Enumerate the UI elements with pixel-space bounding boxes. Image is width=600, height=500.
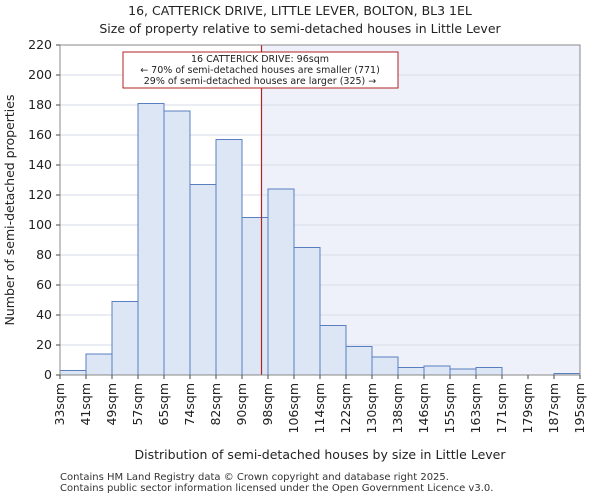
footer-line2: Contains public sector information licen… [60,483,494,494]
histogram-bar [163,110,191,376]
x-tick-label: 171sqm [494,383,509,433]
y-tick-label: 60 [36,277,52,292]
histogram-bar [345,346,373,376]
x-tick-label: 90sqm [234,383,249,426]
histogram-bar [319,325,347,376]
y-tick-label: 40 [36,307,52,322]
x-tick-label: 146sqm [416,383,431,433]
annotation-box [122,51,399,89]
x-tick-label: 57sqm [130,383,145,426]
histogram-bar [215,139,243,376]
y-tick-label: 100 [28,217,52,232]
y-tick-label: 20 [36,337,52,352]
x-tick-label: 106sqm [286,383,301,433]
x-tick-label: 49sqm [104,383,119,426]
histogram-bar [371,356,399,376]
y-tick-label: 200 [28,67,52,82]
y-tick-label: 0 [44,367,52,382]
footer-line1: Contains HM Land Registry data © Crown c… [60,472,449,483]
x-tick-label: 65sqm [156,383,171,426]
x-axis-title: Distribution of semi-detached houses by … [135,447,507,462]
annotation-line3: 29% of semi-detached houses are larger (… [144,76,377,87]
annotation-line1: 16 CATTERICK DRIVE: 96sqm [191,54,329,65]
x-tick-label: 163sqm [468,383,483,433]
histogram-bar [59,370,87,376]
x-tick-label: 138sqm [390,383,405,433]
x-tick-label: 114sqm [312,383,327,433]
x-tick-label: 179sqm [520,383,535,433]
chart-subtitle: Size of property relative to semi-detach… [99,21,501,36]
y-tick-label: 140 [28,157,52,172]
histogram-bar [137,103,165,376]
y-tick-label: 160 [28,127,52,142]
x-tick-label: 74sqm [182,383,197,426]
y-axis-title: Number of semi-detached properties [2,95,17,326]
x-tick-label: 41sqm [78,383,93,426]
x-tick-label: 130sqm [364,383,379,433]
annotation-line2: ← 70% of semi-detached houses are smalle… [140,65,380,76]
histogram-bar [111,301,139,376]
histogram-bar [267,188,295,376]
x-tick-label: 122sqm [338,383,353,433]
histogram-bar [189,184,217,376]
y-tick-label: 80 [36,247,52,262]
x-tick-label: 33sqm [52,383,67,426]
x-tick-label: 155sqm [442,383,457,433]
histogram-bar [423,365,451,376]
histogram-chart: 0 20 40 60 80 100 120 140 160 180 200 220 33sqm 41sqm… [2,37,587,462]
histogram-bar [449,368,477,376]
x-tick-label: 82sqm [208,383,223,426]
x-tick-label: 98sqm [260,383,275,426]
x-tick-label: 195sqm [572,383,587,433]
x-tick-label: 187sqm [546,383,561,433]
y-tick-label: 220 [28,37,52,52]
histogram-bar [241,217,269,376]
y-tick-label: 180 [28,97,52,112]
y-tick-label: 120 [28,187,52,202]
chart-title-line1: 16, CATTERICK DRIVE, LITTLE LEVER, BOLTO… [128,3,472,18]
histogram-bar [475,367,503,376]
histogram-bar [293,247,321,376]
histogram-bar [85,353,113,376]
footer-attribution: Contains HM Land Registry data © Crown c… [60,472,493,494]
histogram-bar [397,367,425,376]
chart-title: 16, CATTERICK DRIVE, LITTLE LEVER, BOLTO… [0,2,600,38]
